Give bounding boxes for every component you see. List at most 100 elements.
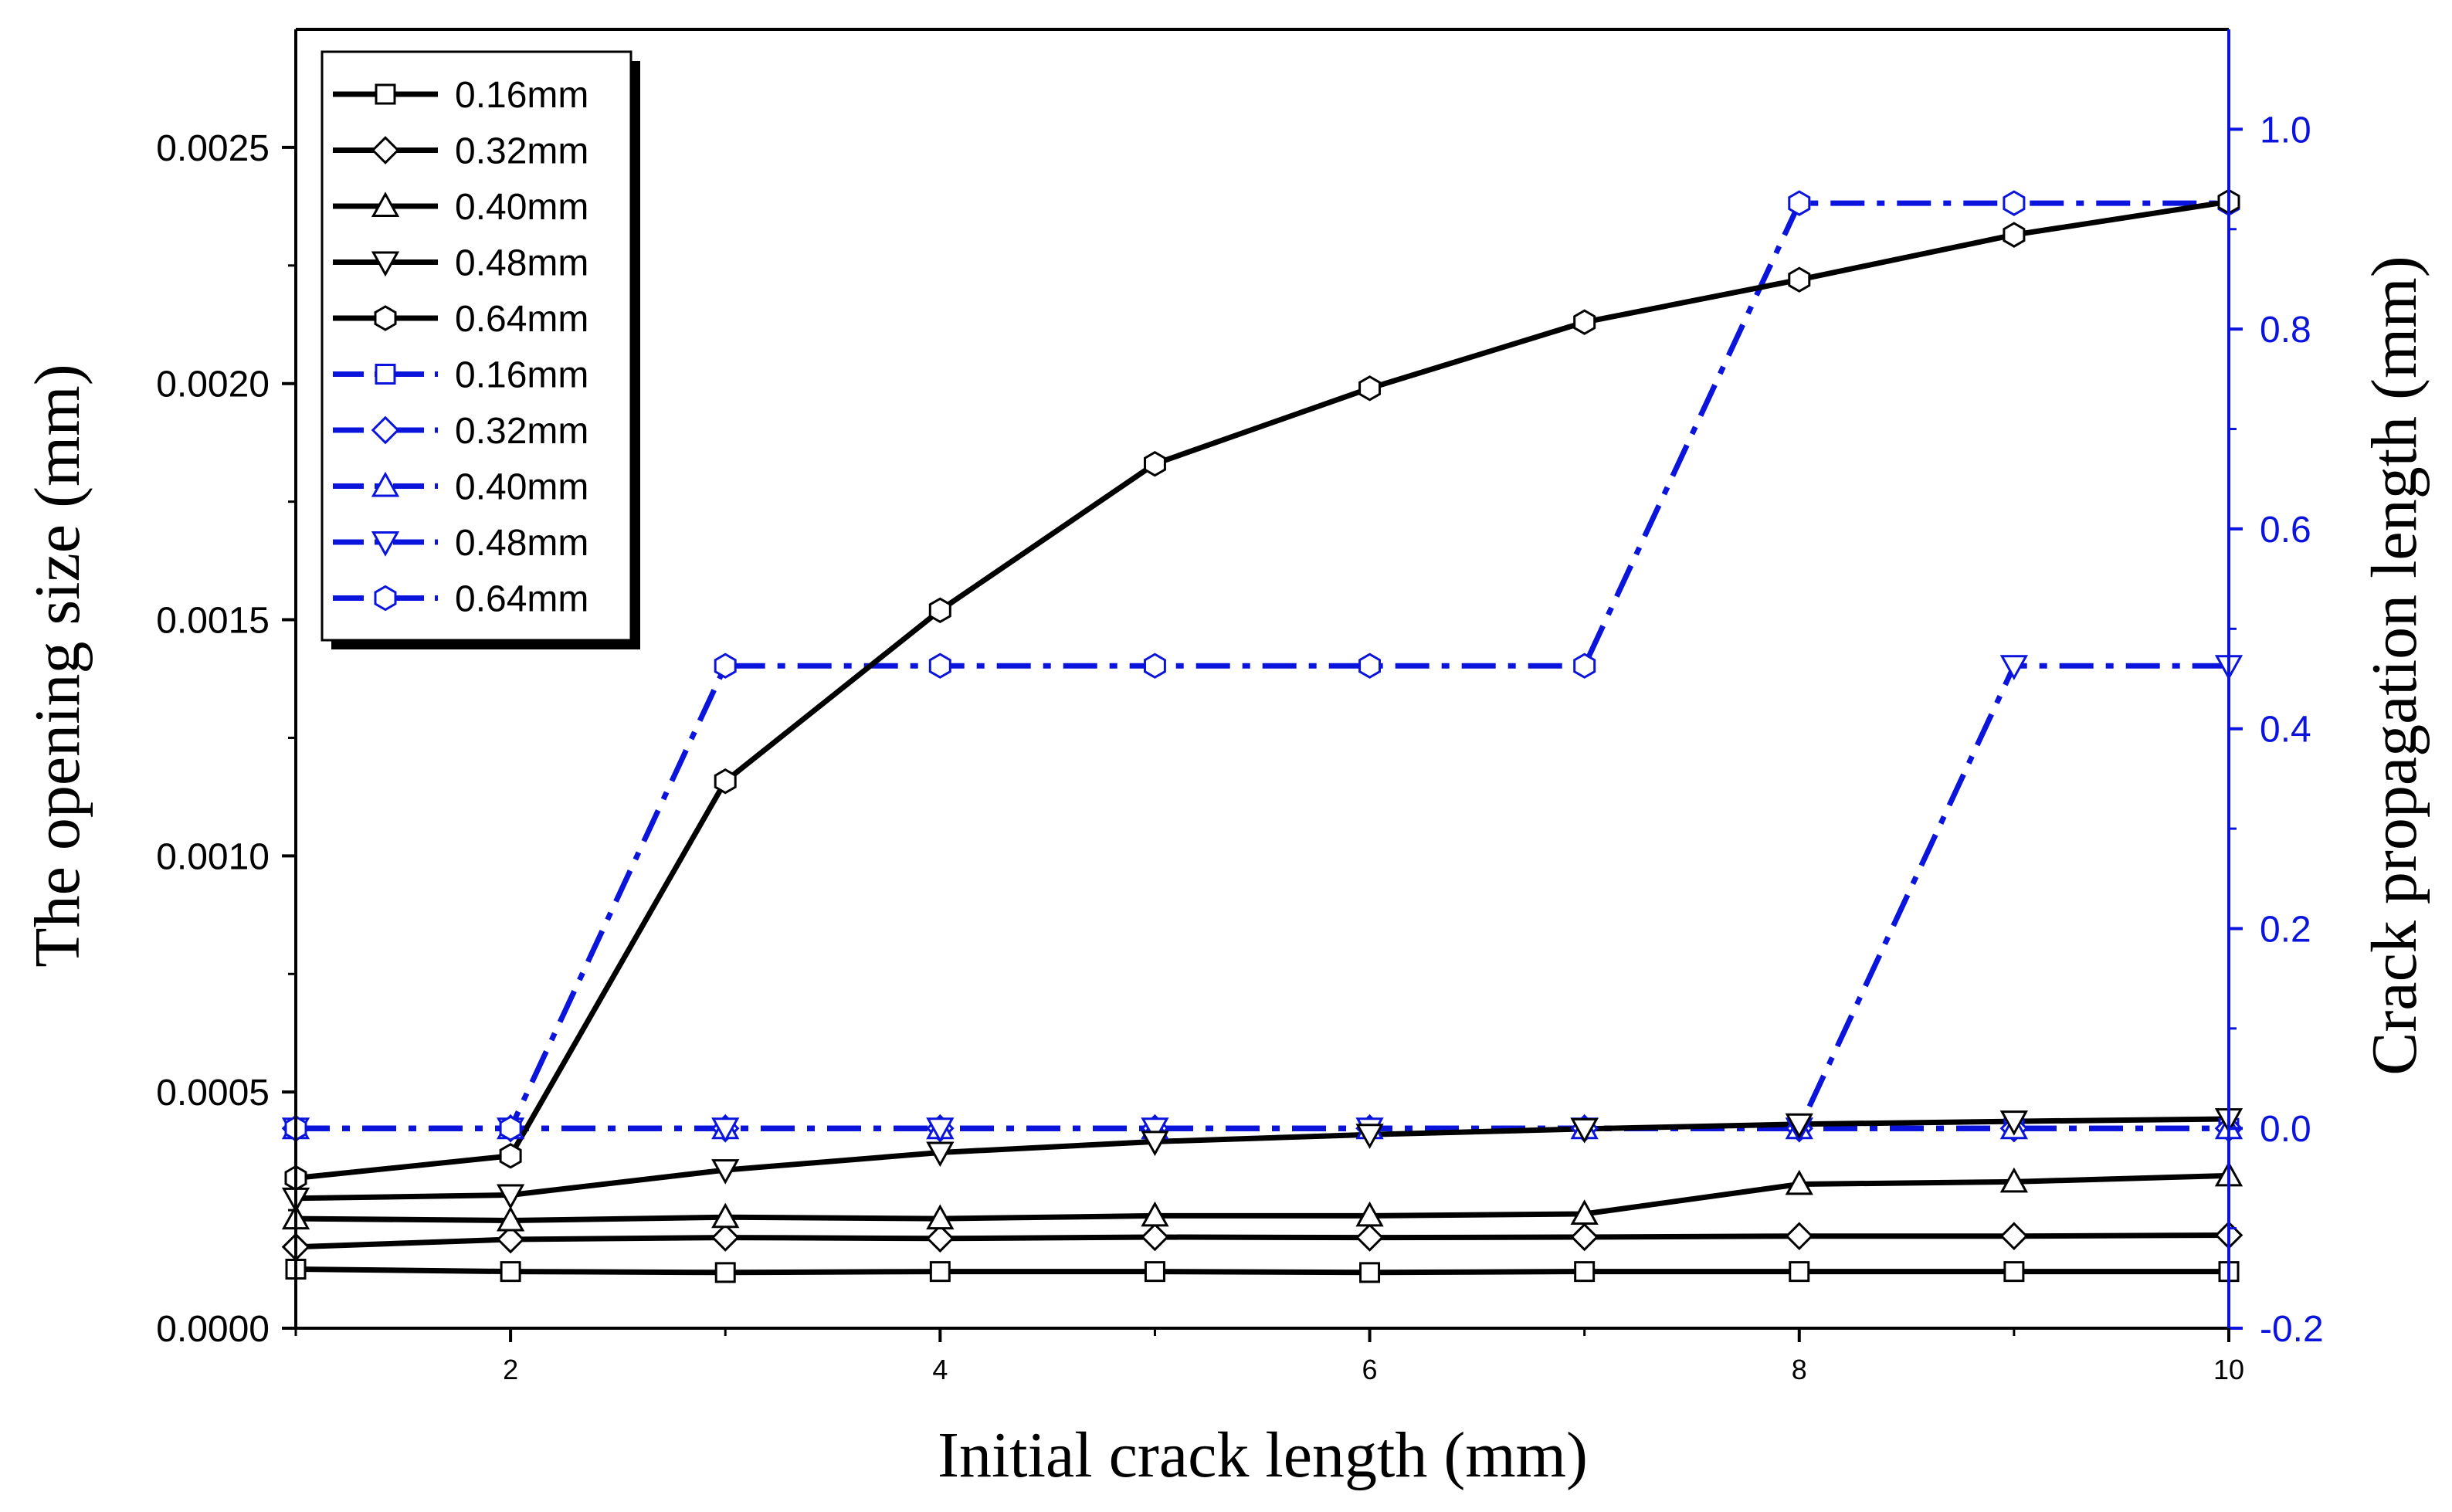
legend-label: 0.16mm bbox=[455, 75, 588, 116]
data-point-left-0-64mm-5 bbox=[1144, 450, 1166, 477]
data-point-right-0-64mm-6 bbox=[1358, 653, 1381, 679]
legend-label: 0.64mm bbox=[455, 579, 588, 620]
x-tick-label: 2 bbox=[503, 1354, 518, 1385]
y-tick-label: 0.0010 bbox=[156, 836, 270, 877]
y-tick-label: 0.0015 bbox=[156, 601, 270, 642]
data-point-left-0-40mm-2 bbox=[496, 1205, 525, 1232]
data-point-right-0-64mm-4 bbox=[928, 653, 951, 679]
legend-swatch-marker bbox=[374, 585, 397, 612]
data-point-right-0-64mm-8 bbox=[1788, 190, 1811, 216]
data-point-right-0-64mm-7 bbox=[1573, 653, 1596, 679]
y-right-tick-label: 0.6 bbox=[2260, 510, 2311, 551]
data-point-left-0-64mm-3 bbox=[714, 768, 737, 795]
data-point-left-0-64mm-7 bbox=[1573, 309, 1596, 335]
data-point-right-0-64mm-5 bbox=[1144, 653, 1166, 679]
data-point-left-0-48mm-9 bbox=[1999, 1110, 2029, 1136]
data-point-left-0-32mm-8 bbox=[1785, 1222, 1814, 1251]
y-right-tick-label: 0.8 bbox=[2260, 310, 2311, 351]
data-point-left-0-32mm-6 bbox=[1355, 1223, 1384, 1252]
legend-swatch-marker bbox=[371, 136, 400, 164]
series-line-left-0-64mm bbox=[295, 198, 2230, 1181]
y-tick-label: 0.0000 bbox=[156, 1309, 270, 1350]
y-axis-title: The opening size (mm) bbox=[22, 364, 93, 967]
data-point-left-0-48mm-6 bbox=[1355, 1124, 1384, 1149]
data-point-right-0-64mm-9 bbox=[2003, 190, 2026, 216]
data-point-left-0-48mm-3 bbox=[711, 1159, 740, 1185]
legend-label: 0.32mm bbox=[455, 411, 588, 452]
data-point-left-0-40mm-3 bbox=[711, 1202, 740, 1229]
y-right-tick-label: 1.0 bbox=[2260, 110, 2311, 151]
data-point-left-0-40mm-6 bbox=[1355, 1201, 1384, 1227]
legend-swatch-marker bbox=[371, 415, 400, 445]
data-point-left-0-32mm-4 bbox=[926, 1224, 955, 1253]
data-point-left-0-64mm-8 bbox=[1788, 266, 1811, 293]
data-point-right-0-64mm-2 bbox=[499, 1115, 522, 1141]
y-right-tick-label: 0.2 bbox=[2260, 909, 2311, 950]
legend-swatch-marker bbox=[371, 471, 400, 497]
data-point-left-0-16mm-7 bbox=[1574, 1261, 1596, 1283]
legend-swatch-marker bbox=[374, 305, 397, 331]
data-point-right-0-48mm-4 bbox=[926, 1117, 955, 1143]
legend-label: 0.64mm bbox=[455, 299, 588, 340]
data-point-left-0-16mm-6 bbox=[1359, 1262, 1381, 1283]
y-right-tick-label: -0.2 bbox=[2260, 1309, 2324, 1350]
data-point-left-0-40mm-9 bbox=[1999, 1167, 2029, 1193]
y-tick-label: 0.0020 bbox=[156, 364, 270, 405]
data-point-left-0-64mm-4 bbox=[928, 597, 951, 624]
data-point-left-0-32mm-9 bbox=[1999, 1222, 2029, 1251]
data-point-left-0-40mm-5 bbox=[1141, 1201, 1169, 1227]
data-point-left-0-64mm-9 bbox=[2003, 222, 2026, 248]
series-line-left-0-48mm bbox=[295, 1116, 2230, 1202]
data-point-left-0-40mm-7 bbox=[1570, 1199, 1599, 1225]
x-axis-title: Initial crack length (mm) bbox=[938, 1419, 1588, 1491]
y-tick-label: 0.0005 bbox=[156, 1073, 270, 1114]
legend-label: 0.40mm bbox=[455, 187, 588, 228]
data-point-left-0-48mm-7 bbox=[1570, 1117, 1599, 1144]
data-point-left-0-16mm-8 bbox=[1789, 1261, 1810, 1283]
y-right-axis-title: Crack propagation length (mm) bbox=[2359, 256, 2430, 1075]
data-point-right-0-64mm-3 bbox=[714, 653, 737, 679]
x-tick-label: 4 bbox=[932, 1354, 948, 1385]
data-point-left-0-48mm-2 bbox=[496, 1184, 525, 1210]
data-point-left-0-16mm-4 bbox=[929, 1261, 951, 1283]
legend-swatch-marker bbox=[375, 364, 396, 385]
legend-swatch-marker bbox=[371, 531, 400, 557]
legend-label: 0.32mm bbox=[455, 131, 588, 172]
legend-swatch-marker bbox=[371, 192, 400, 217]
data-point-right-0-48mm-9 bbox=[1999, 655, 2029, 680]
axes-layer: 0.0000 0.0005 0.0010 0.0015 0.0020 0.0025 -0.2… bbox=[156, 28, 2324, 1385]
legend: 0.16mm 0.32mm 0.40mm 0.48mm 0.64mm 0.16mm 0.32… bbox=[320, 50, 640, 649]
legend-label: 0.48mm bbox=[455, 523, 588, 564]
data-point-left-0-32mm-2 bbox=[496, 1225, 525, 1254]
y-right-tick-label: 0.4 bbox=[2260, 710, 2311, 751]
data-point-left-0-40mm-8 bbox=[1785, 1169, 1813, 1195]
series-lines-layer bbox=[295, 198, 2230, 1276]
data-point-left-0-64mm-2 bbox=[499, 1143, 522, 1169]
legend-swatch-marker bbox=[371, 251, 400, 277]
x-tick-label: 10 bbox=[2213, 1354, 2244, 1385]
series-line-left-0-40mm bbox=[295, 1172, 2230, 1223]
data-point-left-0-48mm-4 bbox=[926, 1141, 955, 1168]
series-line-right-0-48mm bbox=[296, 663, 2229, 1131]
data-point-left-0-48mm-8 bbox=[1785, 1113, 1813, 1139]
legend-label: 0.16mm bbox=[455, 355, 588, 396]
data-point-left-0-16mm-3 bbox=[714, 1262, 736, 1283]
series-line-right-0-64mm bbox=[296, 200, 2229, 1131]
y-right-tick-label: 0.0 bbox=[2260, 1109, 2311, 1150]
data-point-left-0-48mm-5 bbox=[1141, 1131, 1169, 1157]
data-point-left-0-40mm-4 bbox=[926, 1204, 955, 1230]
series-line-left-0-32mm bbox=[295, 1232, 2230, 1250]
x-tick-label: 8 bbox=[1792, 1354, 1807, 1385]
data-point-left-0-32mm-7 bbox=[1570, 1222, 1599, 1252]
series-line-left-0-16mm bbox=[295, 1266, 2229, 1276]
data-point-right-0-48mm-5 bbox=[1141, 1117, 1169, 1143]
x-tick-label: 6 bbox=[1362, 1354, 1378, 1385]
data-point-left-0-16mm-2 bbox=[500, 1261, 521, 1283]
data-point-left-0-32mm-3 bbox=[711, 1223, 740, 1252]
data-point-right-0-48mm-3 bbox=[711, 1117, 740, 1143]
legend-label: 0.40mm bbox=[455, 467, 588, 508]
legend-swatch-marker bbox=[375, 83, 396, 105]
data-point-left-0-16mm-5 bbox=[1144, 1261, 1165, 1283]
